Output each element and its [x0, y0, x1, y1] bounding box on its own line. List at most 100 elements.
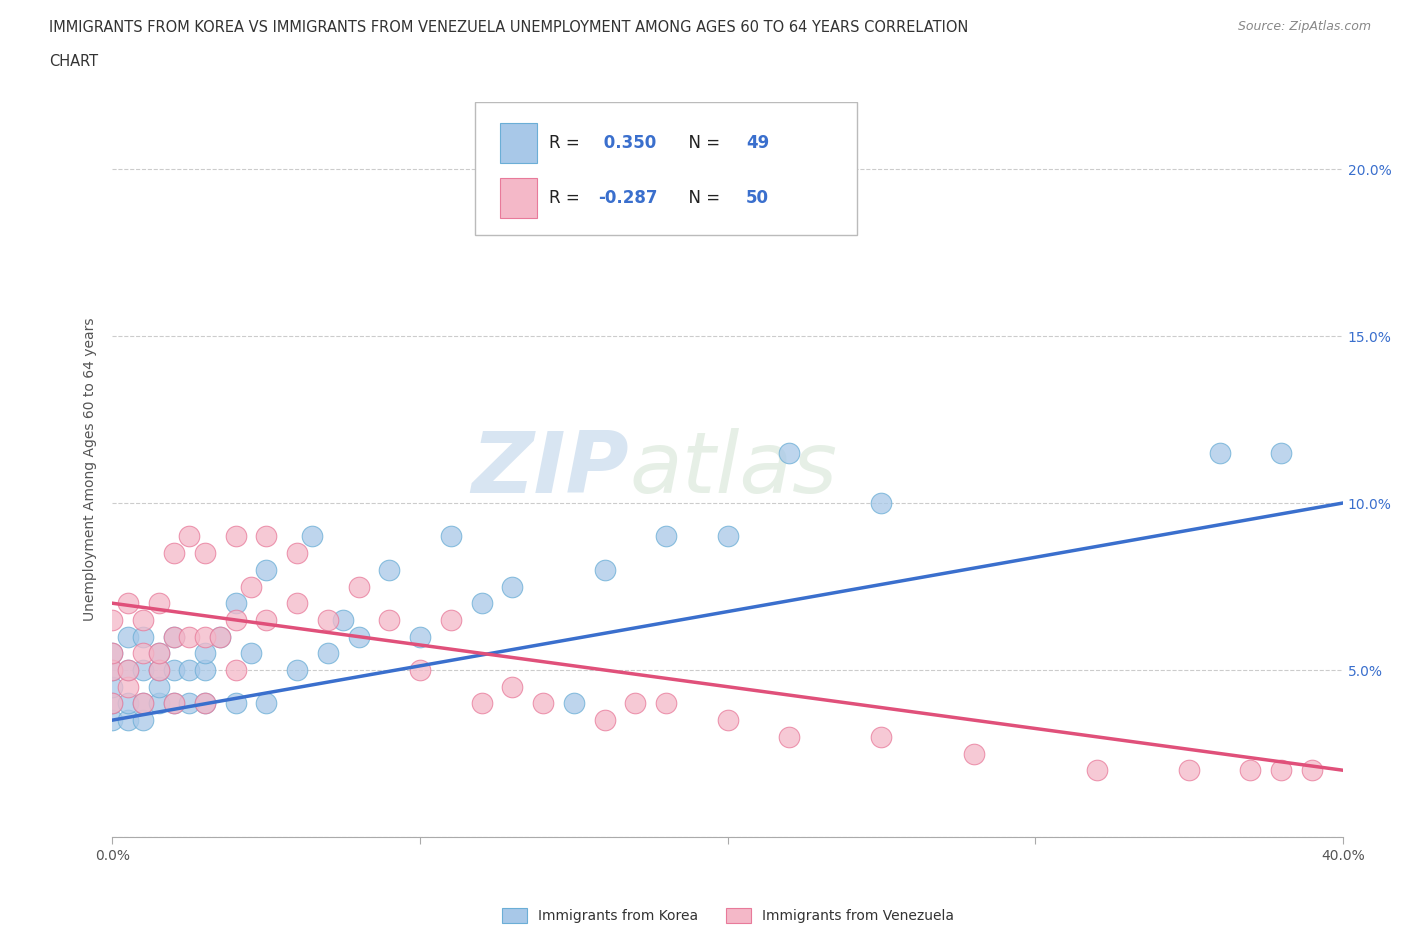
Point [132, 696, 155, 711]
Point [117, 662, 139, 677]
Point [717, 529, 740, 544]
Point [194, 696, 217, 711]
Point [470, 696, 494, 711]
Point [409, 630, 432, 644]
Point [101, 662, 124, 677]
Point [778, 445, 800, 460]
Point [101, 696, 124, 711]
Point [254, 563, 277, 578]
Point [148, 596, 170, 611]
Point [209, 630, 232, 644]
Point [239, 579, 262, 594]
Point [148, 679, 170, 694]
Point [148, 696, 170, 711]
Point [101, 613, 124, 628]
Point [239, 645, 262, 660]
Point [409, 662, 432, 677]
Point [470, 596, 494, 611]
Point [1239, 763, 1261, 777]
Point [593, 712, 616, 727]
Text: Source: ZipAtlas.com: Source: ZipAtlas.com [1237, 20, 1371, 33]
Text: 0.350: 0.350 [599, 134, 657, 152]
Text: ZIP: ZIP [471, 428, 630, 512]
Point [1270, 445, 1292, 460]
Point [101, 712, 124, 727]
Point [254, 696, 277, 711]
Point [179, 696, 201, 711]
Point [148, 662, 170, 677]
Point [655, 696, 678, 711]
Point [101, 679, 124, 694]
Bar [501, 123, 537, 163]
Point [179, 662, 201, 677]
Point [194, 630, 217, 644]
Point [1178, 763, 1201, 777]
Point [285, 596, 308, 611]
Point [117, 712, 139, 727]
Y-axis label: Unemployment Among Ages 60 to 64 years: Unemployment Among Ages 60 to 64 years [83, 318, 97, 621]
Point [163, 630, 186, 644]
Point [624, 696, 647, 711]
Point [225, 662, 247, 677]
Point [132, 613, 155, 628]
Point [163, 630, 186, 644]
Point [1085, 763, 1108, 777]
Point [163, 696, 186, 711]
Text: 49: 49 [747, 134, 769, 152]
Point [117, 679, 139, 694]
Point [254, 529, 277, 544]
Point [655, 529, 678, 544]
Point [347, 579, 370, 594]
Text: CHART: CHART [49, 54, 98, 69]
Point [194, 662, 217, 677]
Text: N =: N = [678, 134, 725, 152]
Text: N =: N = [678, 189, 725, 206]
Point [301, 529, 323, 544]
Point [117, 630, 139, 644]
FancyBboxPatch shape [475, 102, 856, 234]
Point [778, 729, 800, 744]
Point [378, 613, 401, 628]
Point [501, 679, 523, 694]
Point [440, 613, 463, 628]
Point [163, 546, 186, 561]
Point [501, 579, 523, 594]
Text: atlas: atlas [630, 428, 837, 512]
Point [347, 630, 370, 644]
Point [531, 696, 554, 711]
Point [316, 613, 339, 628]
Point [1301, 763, 1323, 777]
Point [117, 696, 139, 711]
Point [132, 645, 155, 660]
Point [316, 645, 339, 660]
Point [870, 729, 893, 744]
Point [132, 712, 155, 727]
Point [194, 546, 217, 561]
Point [148, 662, 170, 677]
Point [717, 712, 740, 727]
Point [254, 613, 277, 628]
Point [132, 662, 155, 677]
Text: 50: 50 [747, 189, 769, 206]
Point [1208, 445, 1232, 460]
Point [179, 630, 201, 644]
Text: R =: R = [550, 189, 585, 206]
Point [332, 613, 354, 628]
Point [163, 696, 186, 711]
Point [225, 596, 247, 611]
Point [225, 529, 247, 544]
Point [285, 662, 308, 677]
Point [101, 662, 124, 677]
Legend: Immigrants from Korea, Immigrants from Venezuela: Immigrants from Korea, Immigrants from V… [496, 903, 959, 929]
Point [101, 645, 124, 660]
Text: IMMIGRANTS FROM KOREA VS IMMIGRANTS FROM VENEZUELA UNEMPLOYMENT AMONG AGES 60 TO: IMMIGRANTS FROM KOREA VS IMMIGRANTS FROM… [49, 20, 969, 35]
Point [148, 645, 170, 660]
Point [593, 563, 616, 578]
Point [163, 662, 186, 677]
Point [117, 596, 139, 611]
Point [378, 563, 401, 578]
Point [963, 746, 986, 761]
Point [562, 696, 585, 711]
Point [225, 613, 247, 628]
Point [440, 529, 463, 544]
